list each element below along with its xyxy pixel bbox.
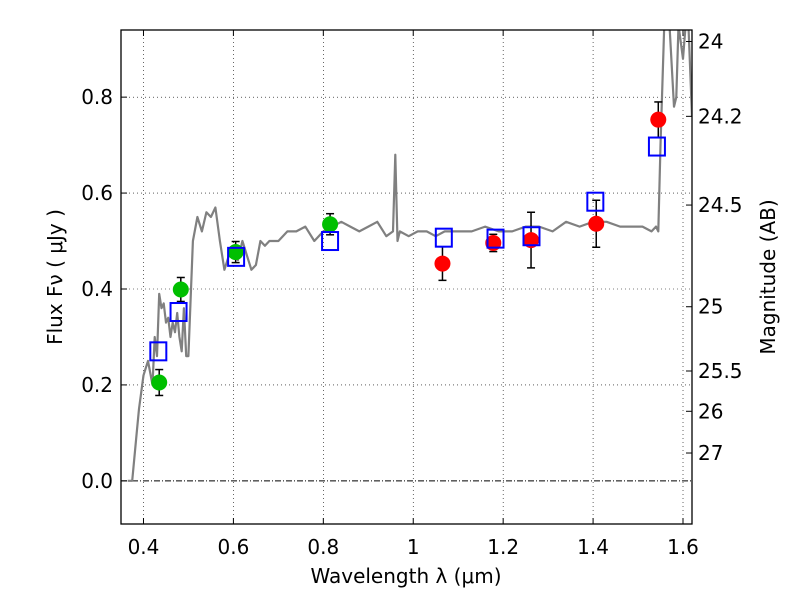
green-photometry-point <box>151 374 168 391</box>
green-photometry-point <box>227 244 244 261</box>
red-photometry-point <box>588 215 605 232</box>
y-tick-label: 0.0 <box>81 469 113 493</box>
red-photometry-point <box>434 255 451 272</box>
red-photometry-point <box>523 232 540 249</box>
mag-tick-label: 25 <box>698 295 723 319</box>
y-axis-ticks: 0.0 0.2 0.4 0.6 0.8 <box>81 85 127 493</box>
model-photometry-square <box>169 302 188 323</box>
green-photometry-point <box>172 281 189 298</box>
mag-tick-label: 24.5 <box>698 193 743 217</box>
red-photometry-point <box>650 111 667 128</box>
x-tick-label: 1.6 <box>667 535 699 559</box>
plot-frame <box>120 29 693 525</box>
model-photometry-square <box>647 136 666 157</box>
y-axis-label: Flux Fν ( μJy ) <box>43 209 67 345</box>
model-photometry-square <box>321 231 340 252</box>
y-tick-label: 0.8 <box>81 85 113 109</box>
x-tick-label: 0.6 <box>217 535 249 559</box>
model-sed-line <box>127 30 692 482</box>
y-axis-right-label: Magnitude (AB) <box>756 199 780 354</box>
mag-tick-label: 26 <box>698 399 723 423</box>
x-tick-label: 1.4 <box>577 535 609 559</box>
x-axis-ticks: 0.4 0.6 0.8 1 1.2 1.4 1.6 <box>128 30 699 559</box>
mag-tick-label: 27 <box>698 441 723 465</box>
plot-area <box>127 30 692 482</box>
mag-tick-label: 24 <box>698 30 723 54</box>
y-tick-label: 0.6 <box>81 181 113 205</box>
mag-tick-label: 25.5 <box>698 359 743 383</box>
x-tick-label: 0.4 <box>128 535 160 559</box>
x-tick-label: 0.8 <box>307 535 339 559</box>
x-tick-label: 1.2 <box>487 535 519 559</box>
model-photometry-square <box>486 228 505 249</box>
y-tick-label: 0.2 <box>81 373 113 397</box>
magnitude-axis-ticks: 24 24.2 24.5 25 25.5 26 27 <box>686 30 743 465</box>
plot-background <box>121 30 692 524</box>
model-photometry-square <box>434 227 453 248</box>
y-tick-label: 0.4 <box>81 277 113 301</box>
model-photometry-square <box>522 226 541 247</box>
green-photometry-point <box>322 216 339 233</box>
model-photometry-square <box>149 341 168 362</box>
model-photometry-square <box>227 246 246 267</box>
x-axis-label: Wavelength λ (μm) <box>310 564 501 588</box>
mag-tick-label: 24.2 <box>698 104 743 128</box>
x-tick-label: 1 <box>407 535 420 559</box>
model-photometry-square <box>586 191 605 212</box>
